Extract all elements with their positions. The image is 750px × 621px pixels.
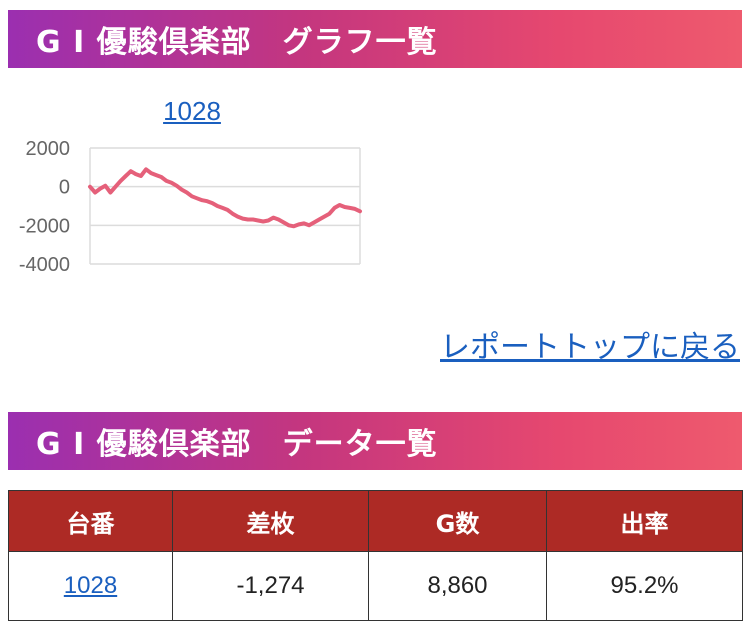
line-chart: 2000 0 -2000 -4000 — [19, 138, 362, 276]
y-tick-label: 0 — [59, 177, 70, 199]
chart-title-link[interactable]: 1028 — [163, 96, 221, 126]
header-coin-difference: 差枚 — [172, 490, 369, 552]
cell-coin-difference: -1,274 — [172, 551, 369, 621]
data-list-banner: G I 優駿倶楽部 データ一覧 — [8, 412, 742, 470]
series-line — [88, 167, 362, 229]
table-row: 1028 -1,274 8,860 95.2% — [8, 551, 743, 621]
cell-machine-number: 1028 — [8, 551, 173, 621]
cell-payout-rate: 95.2% — [546, 551, 743, 621]
data-table: 台番 差枚 G数 出率 1028 -1,274 8,860 95.2% — [8, 490, 743, 621]
machine-number-link[interactable]: 1028 — [63, 572, 118, 599]
header-payout-rate: 出率 — [546, 490, 743, 552]
header-game-count: G数 — [368, 490, 547, 552]
y-tick-label: -4000 — [19, 254, 70, 276]
cell-game-count: 8,860 — [368, 551, 547, 621]
y-tick-label: 2000 — [26, 138, 71, 160]
report-top-link[interactable]: レポートトップに戻る — [440, 330, 740, 365]
graph-list-banner: G I 優駿倶楽部 グラフ一覧 — [8, 10, 742, 68]
header-machine-number: 台番 — [8, 490, 173, 552]
y-tick-label: -2000 — [19, 215, 70, 237]
table-header-row: 台番 差枚 G数 出率 — [8, 490, 743, 552]
